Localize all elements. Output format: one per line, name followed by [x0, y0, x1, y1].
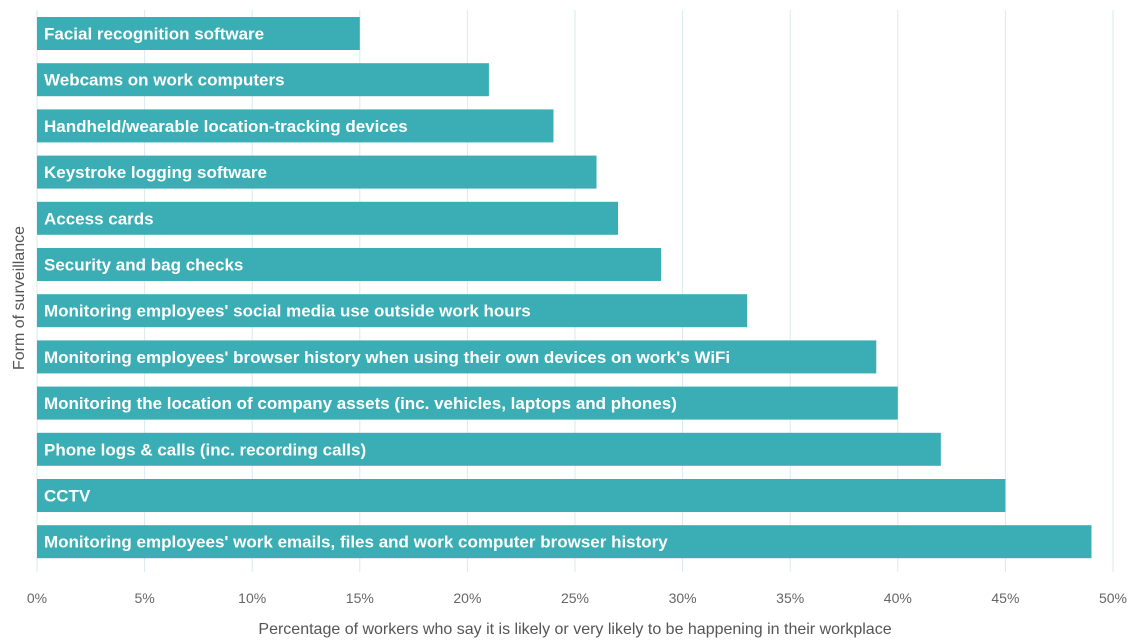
- bar: [37, 525, 1092, 559]
- bar-label: Monitoring employees' social media use o…: [44, 302, 531, 321]
- x-tick-label: 0%: [27, 590, 47, 606]
- x-tick-label: 10%: [238, 590, 266, 606]
- x-tick-label: 25%: [561, 590, 589, 606]
- x-tick-label: 30%: [669, 590, 697, 606]
- x-tick-label: 15%: [346, 590, 374, 606]
- bar-label: Security and bag checks: [44, 256, 243, 275]
- y-axis-title: Form of surveillance: [11, 226, 28, 370]
- x-tick-label: 5%: [134, 590, 154, 606]
- bar-label: Facial recognition software: [44, 25, 264, 44]
- bar: [37, 109, 554, 143]
- x-tick-label: 35%: [776, 590, 804, 606]
- bar-label: Access cards: [44, 209, 154, 228]
- gridlines: [36, 10, 1114, 572]
- bar-label: Webcams on work computers: [44, 71, 285, 90]
- x-tick-label: 45%: [991, 590, 1019, 606]
- bar: [37, 432, 941, 466]
- bar: [37, 248, 662, 281]
- x-tick-label: 50%: [1099, 590, 1127, 606]
- bar-label: Monitoring employees' work emails, files…: [44, 533, 668, 552]
- x-tick-label: 40%: [884, 590, 912, 606]
- x-axis-title: Percentage of workers who say it is like…: [258, 621, 891, 638]
- bar: [37, 63, 489, 97]
- bar: [37, 155, 597, 189]
- bar: [37, 201, 619, 235]
- bar-label: CCTV: [44, 487, 91, 506]
- bar-label: Phone logs & calls (inc. recording calls…: [44, 440, 366, 459]
- bars: Facial recognition software Webcams on wo…: [37, 17, 1092, 559]
- bar: [37, 479, 1006, 512]
- bar: [37, 17, 360, 50]
- bar-label: Monitoring the location of company asset…: [44, 394, 677, 413]
- bar-label: Monitoring employees' browser history wh…: [44, 348, 730, 367]
- x-tick-label: 20%: [453, 590, 481, 606]
- bar: [37, 386, 898, 420]
- bar: [37, 340, 877, 374]
- bar: [37, 294, 748, 328]
- x-axis-ticks: 0% 5% 10% 15% 20% 25% 30% 35% 40% 45% 50%: [27, 590, 1127, 606]
- bar-label: Handheld/wearable location-tracking devi…: [44, 117, 408, 136]
- bar-label: Keystroke logging software: [44, 163, 267, 182]
